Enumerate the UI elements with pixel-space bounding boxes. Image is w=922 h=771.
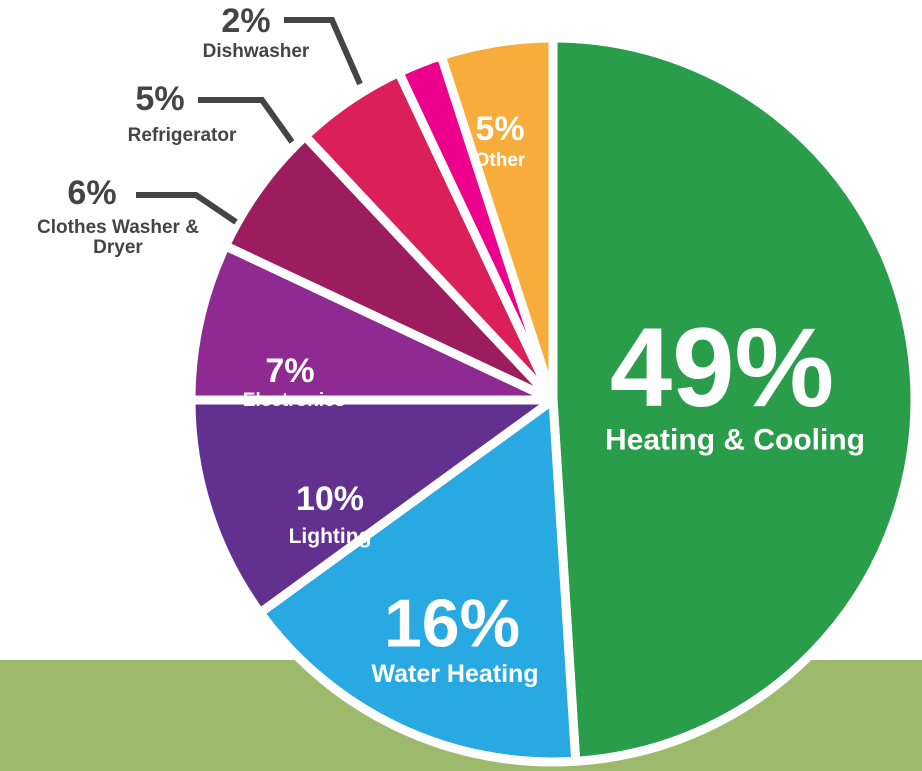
category-label: Clothes Washer & Dryer <box>37 217 199 258</box>
category-label: Other <box>474 150 526 172</box>
leader-line <box>198 97 295 144</box>
category-label: Heating & Cooling <box>605 423 865 457</box>
category-label: Lighting <box>288 524 372 548</box>
value-label: 5% <box>135 80 185 119</box>
category-label: Refrigerator <box>127 125 237 147</box>
value-label: 6% <box>67 174 117 213</box>
leader-line <box>284 17 363 86</box>
leader-line <box>136 192 238 225</box>
category-label: Electronics <box>242 390 346 412</box>
value-label: 2% <box>221 2 271 41</box>
value-label: 5% <box>475 110 525 149</box>
value-label: 49% <box>609 305 835 431</box>
value-label: 10% <box>295 480 365 519</box>
value-label: 7% <box>265 352 315 391</box>
category-label: Water Heating <box>371 659 539 688</box>
pie-slice <box>548 33 920 766</box>
value-label: 16% <box>383 585 521 662</box>
pie-slice <box>255 395 581 767</box>
pie-slice <box>436 33 558 405</box>
pie-slice <box>186 395 558 618</box>
category-label: Dishwasher <box>202 41 310 63</box>
